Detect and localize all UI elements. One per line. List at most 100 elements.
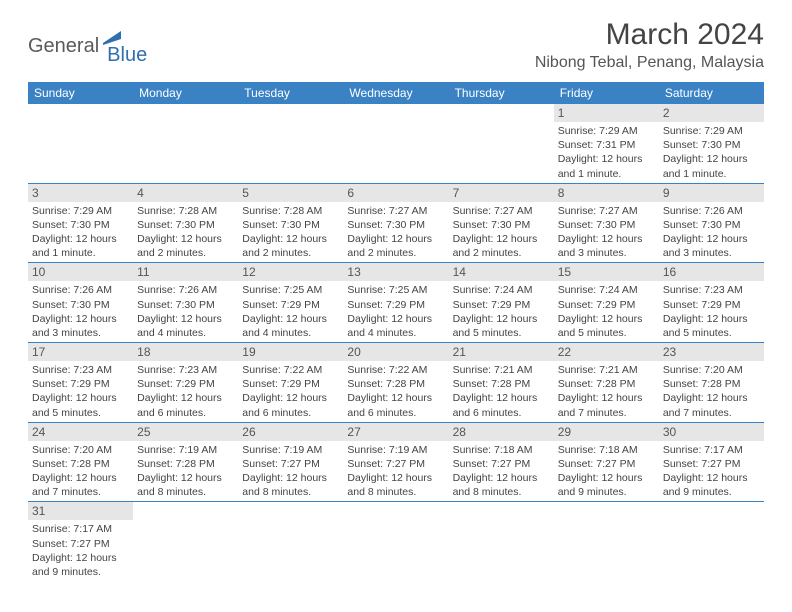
logo-text-general: General [28,35,99,58]
sunset-text: Sunset: 7:27 PM [347,457,444,471]
calendar-day-cell: 3Sunrise: 7:29 AMSunset: 7:30 PMDaylight… [28,183,133,263]
day-content: Sunrise: 7:29 AMSunset: 7:30 PMDaylight:… [659,122,764,183]
sunset-text: Sunset: 7:29 PM [453,298,550,312]
calendar-day-cell: 8Sunrise: 7:27 AMSunset: 7:30 PMDaylight… [554,183,659,263]
day-content: Sunrise: 7:18 AMSunset: 7:27 PMDaylight:… [554,441,659,502]
day-content: Sunrise: 7:19 AMSunset: 7:28 PMDaylight:… [133,441,238,502]
calendar-day-cell: 29Sunrise: 7:18 AMSunset: 7:27 PMDayligh… [554,422,659,502]
day-content: Sunrise: 7:24 AMSunset: 7:29 PMDaylight:… [554,281,659,342]
day-content: Sunrise: 7:19 AMSunset: 7:27 PMDaylight:… [238,441,343,502]
calendar-day-cell [343,502,448,581]
calendar-day-cell: 30Sunrise: 7:17 AMSunset: 7:27 PMDayligh… [659,422,764,502]
day-number: 24 [28,423,133,441]
sunset-text: Sunset: 7:29 PM [663,298,760,312]
sunrise-text: Sunrise: 7:22 AM [242,363,339,377]
daylight-text: Daylight: 12 hours and 5 minutes. [663,312,760,340]
calendar-day-cell: 5Sunrise: 7:28 AMSunset: 7:30 PMDaylight… [238,183,343,263]
day-number: 16 [659,263,764,281]
header: General Blue March 2024 Nibong Tebal, Pe… [28,18,764,72]
day-content: Sunrise: 7:23 AMSunset: 7:29 PMDaylight:… [659,281,764,342]
calendar-day-cell: 20Sunrise: 7:22 AMSunset: 7:28 PMDayligh… [343,343,448,423]
sunset-text: Sunset: 7:27 PM [242,457,339,471]
sunset-text: Sunset: 7:30 PM [137,218,234,232]
calendar-week-row: 17Sunrise: 7:23 AMSunset: 7:29 PMDayligh… [28,343,764,423]
day-content: Sunrise: 7:24 AMSunset: 7:29 PMDaylight:… [449,281,554,342]
sunrise-text: Sunrise: 7:17 AM [663,443,760,457]
daylight-text: Daylight: 12 hours and 2 minutes. [347,232,444,260]
day-content: Sunrise: 7:25 AMSunset: 7:29 PMDaylight:… [343,281,448,342]
daylight-text: Daylight: 12 hours and 1 minute. [558,152,655,180]
daylight-text: Daylight: 12 hours and 8 minutes. [347,471,444,499]
sunset-text: Sunset: 7:31 PM [558,138,655,152]
calendar-day-cell: 14Sunrise: 7:24 AMSunset: 7:29 PMDayligh… [449,263,554,343]
sunset-text: Sunset: 7:27 PM [663,457,760,471]
day-content: Sunrise: 7:22 AMSunset: 7:29 PMDaylight:… [238,361,343,422]
daylight-text: Daylight: 12 hours and 8 minutes. [137,471,234,499]
weekday-header: Monday [133,82,238,104]
day-number: 26 [238,423,343,441]
sunset-text: Sunset: 7:27 PM [32,537,129,551]
calendar-day-cell [133,502,238,581]
day-number: 22 [554,343,659,361]
sunrise-text: Sunrise: 7:20 AM [663,363,760,377]
daylight-text: Daylight: 12 hours and 8 minutes. [453,471,550,499]
sunset-text: Sunset: 7:29 PM [558,298,655,312]
calendar-day-cell [659,502,764,581]
sunrise-text: Sunrise: 7:23 AM [663,283,760,297]
day-number: 8 [554,184,659,202]
daylight-text: Daylight: 12 hours and 5 minutes. [453,312,550,340]
calendar-day-cell: 9Sunrise: 7:26 AMSunset: 7:30 PMDaylight… [659,183,764,263]
calendar-day-cell: 10Sunrise: 7:26 AMSunset: 7:30 PMDayligh… [28,263,133,343]
day-number: 12 [238,263,343,281]
daylight-text: Daylight: 12 hours and 2 minutes. [137,232,234,260]
calendar-day-cell: 19Sunrise: 7:22 AMSunset: 7:29 PMDayligh… [238,343,343,423]
daylight-text: Daylight: 12 hours and 4 minutes. [242,312,339,340]
daylight-text: Daylight: 12 hours and 4 minutes. [137,312,234,340]
title-block: March 2024 Nibong Tebal, Penang, Malaysi… [535,18,764,72]
calendar-day-cell [343,104,448,183]
daylight-text: Daylight: 12 hours and 3 minutes. [558,232,655,260]
sunrise-text: Sunrise: 7:19 AM [137,443,234,457]
sunrise-text: Sunrise: 7:22 AM [347,363,444,377]
calendar-day-cell [554,502,659,581]
sunrise-text: Sunrise: 7:26 AM [137,283,234,297]
calendar-table: Sunday Monday Tuesday Wednesday Thursday… [28,82,764,581]
calendar-day-cell: 6Sunrise: 7:27 AMSunset: 7:30 PMDaylight… [343,183,448,263]
day-number: 21 [449,343,554,361]
day-number: 29 [554,423,659,441]
sunrise-text: Sunrise: 7:29 AM [558,124,655,138]
calendar-day-cell: 22Sunrise: 7:21 AMSunset: 7:28 PMDayligh… [554,343,659,423]
daylight-text: Daylight: 12 hours and 7 minutes. [663,391,760,419]
location-text: Nibong Tebal, Penang, Malaysia [535,54,764,72]
day-content: Sunrise: 7:23 AMSunset: 7:29 PMDaylight:… [133,361,238,422]
day-content: Sunrise: 7:18 AMSunset: 7:27 PMDaylight:… [449,441,554,502]
sunrise-text: Sunrise: 7:23 AM [137,363,234,377]
calendar-day-cell [238,502,343,581]
day-number: 27 [343,423,448,441]
calendar-day-cell: 2Sunrise: 7:29 AMSunset: 7:30 PMDaylight… [659,104,764,183]
day-number: 3 [28,184,133,202]
calendar-week-row: 1Sunrise: 7:29 AMSunset: 7:31 PMDaylight… [28,104,764,183]
calendar-day-cell: 11Sunrise: 7:26 AMSunset: 7:30 PMDayligh… [133,263,238,343]
calendar-day-cell: 26Sunrise: 7:19 AMSunset: 7:27 PMDayligh… [238,422,343,502]
day-number: 7 [449,184,554,202]
day-content: Sunrise: 7:17 AMSunset: 7:27 PMDaylight:… [659,441,764,502]
day-number: 10 [28,263,133,281]
calendar-day-cell: 15Sunrise: 7:24 AMSunset: 7:29 PMDayligh… [554,263,659,343]
daylight-text: Daylight: 12 hours and 3 minutes. [32,312,129,340]
sunrise-text: Sunrise: 7:29 AM [663,124,760,138]
calendar-day-cell: 1Sunrise: 7:29 AMSunset: 7:31 PMDaylight… [554,104,659,183]
day-content: Sunrise: 7:21 AMSunset: 7:28 PMDaylight:… [554,361,659,422]
calendar-week-row: 24Sunrise: 7:20 AMSunset: 7:28 PMDayligh… [28,422,764,502]
sunrise-text: Sunrise: 7:28 AM [242,204,339,218]
month-title: March 2024 [535,18,764,52]
day-number: 4 [133,184,238,202]
sunrise-text: Sunrise: 7:27 AM [558,204,655,218]
day-content: Sunrise: 7:20 AMSunset: 7:28 PMDaylight:… [28,441,133,502]
sunset-text: Sunset: 7:28 PM [32,457,129,471]
weekday-header: Thursday [449,82,554,104]
calendar-day-cell: 18Sunrise: 7:23 AMSunset: 7:29 PMDayligh… [133,343,238,423]
calendar-day-cell: 21Sunrise: 7:21 AMSunset: 7:28 PMDayligh… [449,343,554,423]
sunrise-text: Sunrise: 7:17 AM [32,522,129,536]
sunrise-text: Sunrise: 7:19 AM [347,443,444,457]
